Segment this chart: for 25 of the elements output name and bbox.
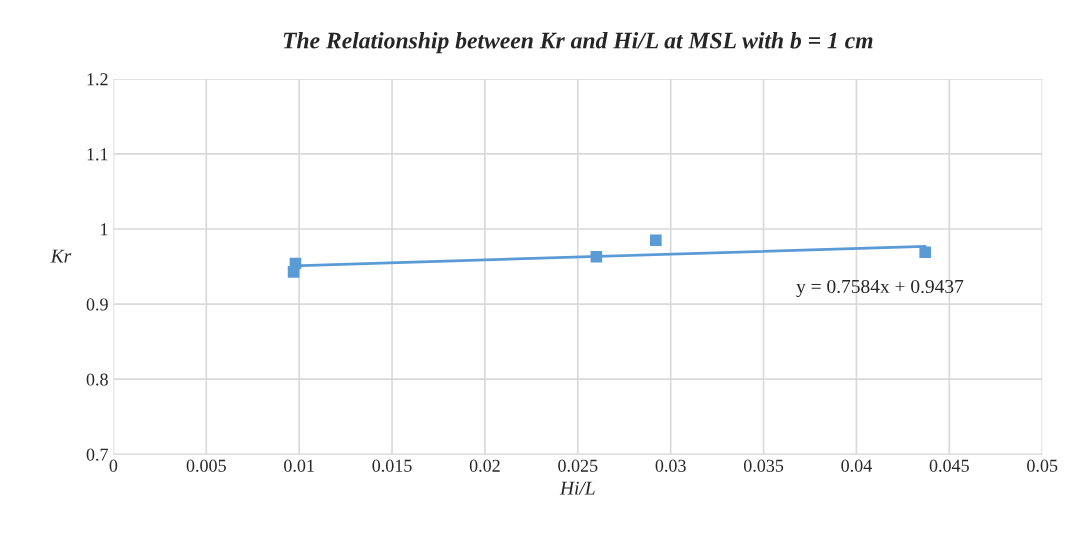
point (919, 246, 931, 259)
x-tick-label: 0.005 (186, 459, 226, 472)
point (650, 234, 662, 247)
y-tick-label: 0.9 (86, 298, 108, 311)
y-tick-label: 0.7 (86, 448, 109, 461)
y-tick-label: 1.1 (87, 148, 108, 161)
x-tick-label: 0.045 (929, 459, 969, 472)
annotation: y = 0.7584x + 0.9437 (796, 279, 964, 298)
y-axis-title: Kr (50, 249, 72, 263)
x-tick-label: 0.05 (1027, 459, 1058, 472)
point (289, 257, 302, 270)
x-tick-label: 0.015 (372, 459, 412, 472)
x-tick-label: 0.04 (841, 459, 872, 472)
x-tick-label: 0.025 (558, 459, 598, 472)
y-tick-label: 1.2 (87, 73, 108, 86)
y-tick-label: 1 (101, 223, 108, 236)
x-tick-label: 0.03 (655, 459, 686, 472)
y-tick-label: 0.8 (86, 373, 108, 386)
x-tick-label: 0 (109, 459, 118, 472)
chart-title: The Relationship between Kr and Hi/L at MSL with b = 1 cm (283, 31, 873, 54)
x-tick-label: 0.035 (743, 459, 784, 472)
point (590, 250, 603, 263)
x-tick-label: 0.02 (469, 459, 500, 472)
x-tick-label: 0.01 (284, 459, 314, 472)
x-axis-title: Hi/L (559, 481, 595, 495)
